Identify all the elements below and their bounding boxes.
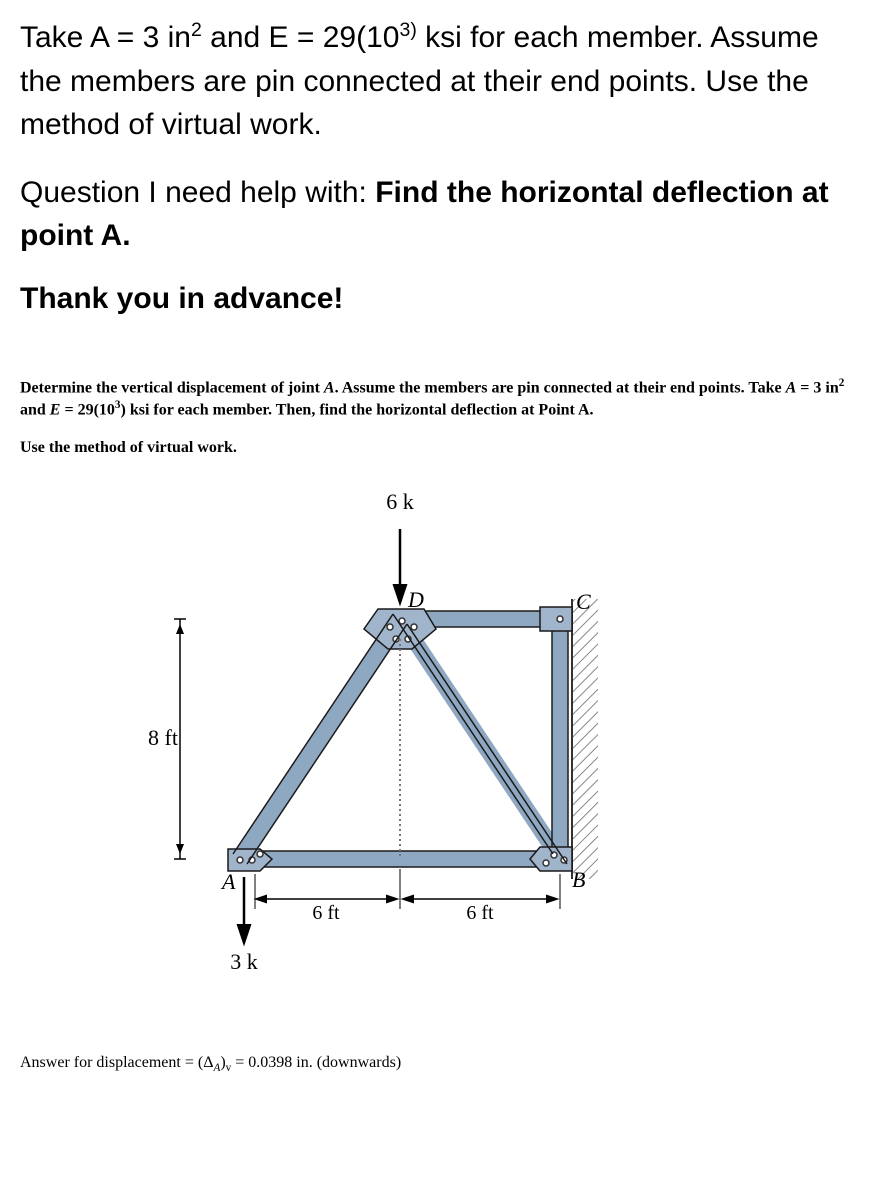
intro-text-2: and E = 29(10 bbox=[202, 21, 400, 54]
truss-svg: 6 k 3 k D C A B 8 ft 6 ft 6 ft bbox=[140, 479, 660, 1009]
load-3k-label: 3 k bbox=[230, 949, 258, 974]
label-b: B bbox=[572, 867, 585, 892]
wall-hatch bbox=[572, 599, 598, 879]
dim-6ft-left: 6 ft bbox=[258, 869, 400, 924]
svg-text:6 ft: 6 ft bbox=[466, 902, 494, 924]
label-a: A bbox=[220, 869, 236, 894]
intro-sup-1: 2 bbox=[191, 19, 202, 41]
question-line: Question I need help with: Find the hori… bbox=[20, 171, 852, 258]
load-6k-label: 6 k bbox=[386, 489, 414, 514]
dim-8ft: 8 ft bbox=[148, 619, 186, 859]
svg-text:6 ft: 6 ft bbox=[312, 902, 340, 924]
label-c: C bbox=[576, 589, 591, 614]
thanks-line: Thank you in advance! bbox=[20, 282, 852, 316]
question-prefix: Question I need help with: bbox=[20, 176, 375, 209]
truss-figure: 6 k 3 k D C A B 8 ft 6 ft 6 ft bbox=[20, 479, 852, 1014]
answer-line: Answer for displacement = (ΔA)v = 0.0398… bbox=[20, 1054, 852, 1074]
sub-problem: Determine the vertical displacement of j… bbox=[20, 376, 852, 459]
sub-problem-statement: Determine the vertical displacement of j… bbox=[20, 376, 852, 422]
intro-sup-2: 3) bbox=[399, 19, 416, 41]
problem-intro: Take A = 3 in2 and E = 29(103) ksi for e… bbox=[20, 16, 852, 147]
label-d: D bbox=[407, 587, 424, 612]
sub-problem-method: Use the method of virtual work. bbox=[20, 437, 852, 459]
intro-text-1: Take A = 3 in bbox=[20, 21, 191, 54]
dim-6ft-right: 6 ft bbox=[405, 874, 560, 924]
svg-text:8 ft: 8 ft bbox=[148, 725, 178, 750]
